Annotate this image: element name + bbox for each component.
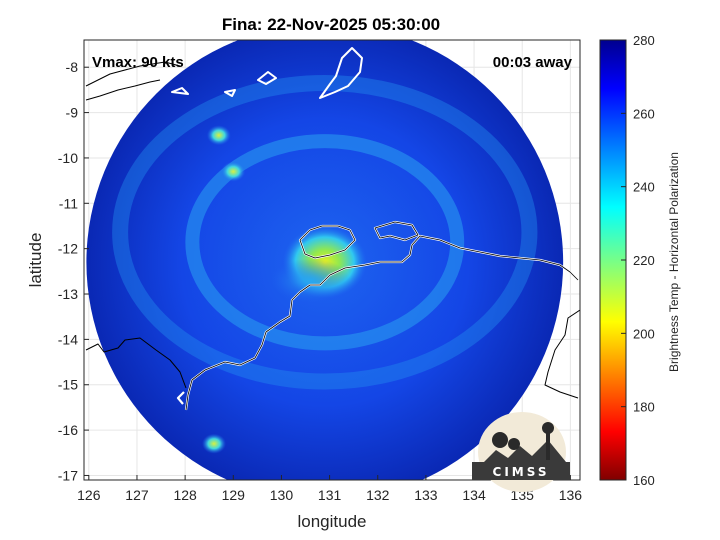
colorbar-tick-label: 200 xyxy=(633,326,655,341)
convective-cell xyxy=(206,125,231,146)
x-tick-label: 134 xyxy=(462,487,486,503)
x-axis-label: longitude xyxy=(297,512,366,531)
colorbar-tick-label: 180 xyxy=(633,400,655,415)
spiral-band xyxy=(185,134,465,351)
cimss-logo: CIMSS xyxy=(472,412,570,492)
colorbar-tick-label: 240 xyxy=(633,180,655,195)
x-tick-label: 133 xyxy=(414,487,438,503)
plot-area: 126 127 128 129 130 131 132 133 134 135 136 -8-9-1… xyxy=(26,39,582,531)
y-tick-label: -9 xyxy=(66,105,79,121)
colorbar-tick-label: 280 xyxy=(633,33,655,48)
colorbar-label: Brightness Temp - Horizontal Polarizatio… xyxy=(667,152,681,372)
y-axis-label: latitude xyxy=(26,233,45,288)
coastline xyxy=(85,47,580,411)
x-tick-label: 130 xyxy=(270,487,294,503)
colorbar-ticks: 160 180 200 220 240 260 280 xyxy=(621,33,655,488)
cold-features xyxy=(202,125,367,454)
y-tick-label: -11 xyxy=(59,195,78,211)
spiral-band-outer xyxy=(112,74,538,390)
colorbar-tick-label: 220 xyxy=(633,253,655,268)
x-tick-label: 127 xyxy=(125,487,149,503)
y-tick-label: -17 xyxy=(58,467,78,483)
x-tick-label: 128 xyxy=(173,487,197,503)
x-ticks: 126 127 128 129 130 131 132 133 134 135 136 xyxy=(77,475,582,503)
colorbar-tick-label: 260 xyxy=(633,106,655,121)
axes-box xyxy=(83,39,581,481)
y-tick-label: -14 xyxy=(58,331,78,347)
x-tick-label: 126 xyxy=(77,487,101,503)
colorbar: 160 180 200 220 240 260 280 Brightness Temp - … xyxy=(599,33,681,488)
rainband-feature xyxy=(270,258,351,303)
y-tick-label: -12 xyxy=(58,241,78,257)
swath-features xyxy=(112,74,538,390)
y-tick-label: -16 xyxy=(58,422,78,438)
y-tick-label: -10 xyxy=(58,150,78,166)
convective-cell xyxy=(221,161,246,182)
chart-title: Fina: 22-Nov-2025 05:30:00 xyxy=(222,15,440,34)
x-tick-label: 131 xyxy=(318,487,342,503)
time-away-annotation: 00:03 away xyxy=(493,54,573,71)
convective-cell xyxy=(202,433,227,454)
x-tick-label: 129 xyxy=(222,487,246,503)
y-tick-label: -8 xyxy=(66,59,79,75)
logo-text: CIMSS xyxy=(493,465,550,479)
y-tick-label: -13 xyxy=(58,286,78,302)
y-ticks: -8 -9 -10 -11 -12 -13 -14 -15 -16 -17 xyxy=(58,59,89,483)
vmax-annotation: Vmax: 90 kts xyxy=(92,54,184,71)
y-tick-label: -15 xyxy=(58,377,78,393)
x-tick-label: 132 xyxy=(366,487,390,503)
x-tick-label: 136 xyxy=(559,487,583,503)
colorbar-tick-label: 160 xyxy=(633,473,655,488)
